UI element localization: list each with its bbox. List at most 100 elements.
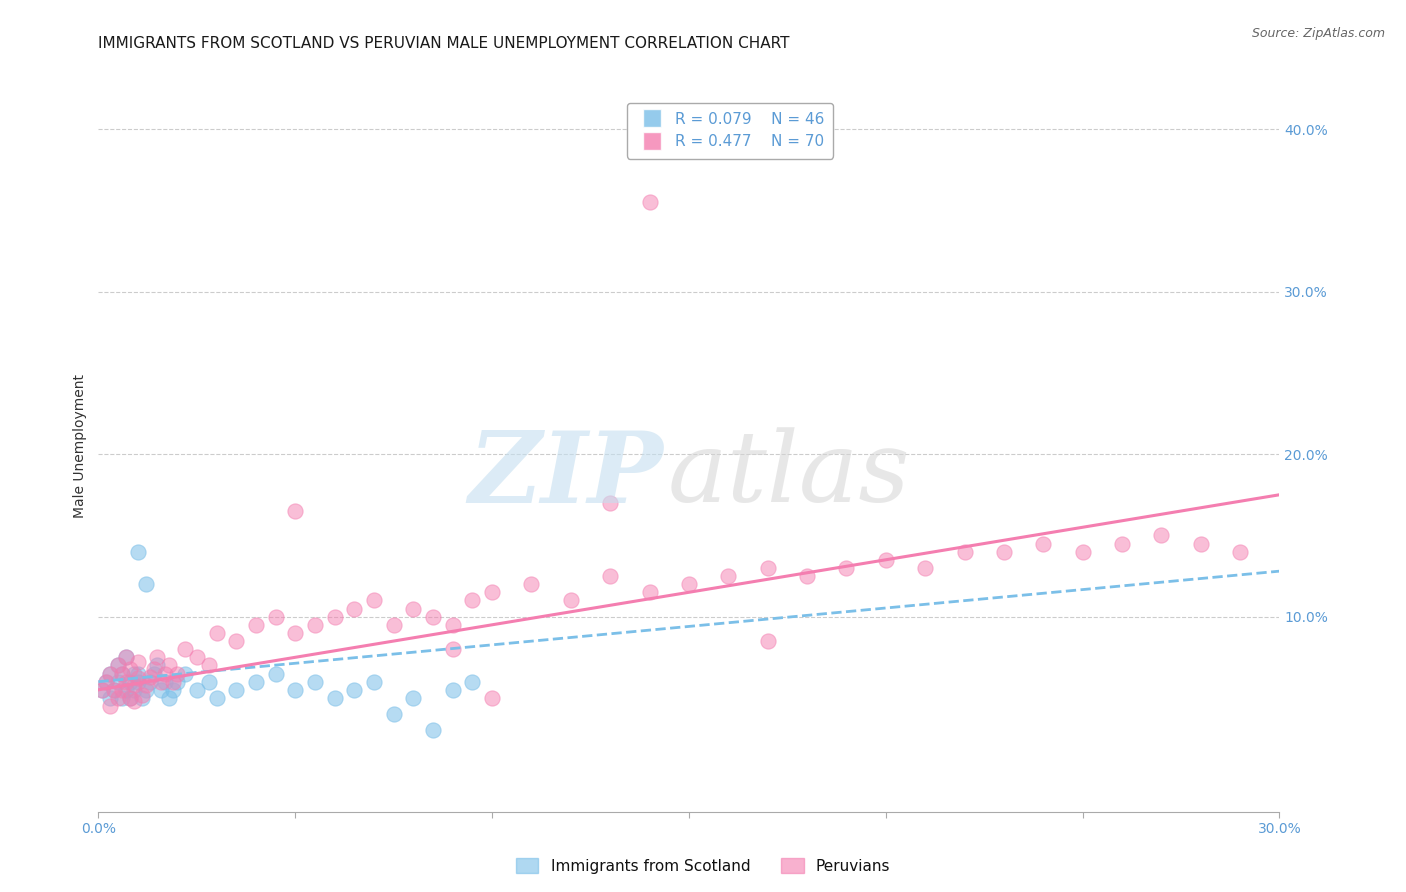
Point <box>264 666 287 681</box>
Point <box>115 682 138 697</box>
Point <box>138 674 160 689</box>
Point <box>115 650 138 665</box>
Point <box>98 666 121 681</box>
Point <box>197 658 219 673</box>
Point <box>796 569 818 583</box>
Point <box>205 626 228 640</box>
Point <box>402 601 425 615</box>
Point <box>1229 544 1251 558</box>
Point <box>91 682 114 697</box>
Point <box>118 674 141 689</box>
Point <box>107 658 129 673</box>
Point <box>127 666 149 681</box>
Point <box>599 569 621 583</box>
Point <box>135 577 157 591</box>
Point <box>107 674 129 689</box>
Point <box>284 626 307 640</box>
Legend: Immigrants from Scotland, Peruvians: Immigrants from Scotland, Peruvians <box>509 852 897 880</box>
Point <box>875 553 897 567</box>
Point <box>363 593 385 607</box>
Point <box>91 682 114 697</box>
Point <box>638 195 661 210</box>
Text: Source: ZipAtlas.com: Source: ZipAtlas.com <box>1251 27 1385 40</box>
Point <box>441 617 464 632</box>
Point <box>1071 544 1094 558</box>
Point <box>122 678 145 692</box>
Point <box>186 682 208 697</box>
Point <box>304 674 326 689</box>
Point <box>157 690 180 705</box>
Point <box>264 609 287 624</box>
Point <box>107 658 129 673</box>
Point <box>127 544 149 558</box>
Point <box>103 682 125 697</box>
Point <box>118 690 141 705</box>
Point <box>115 674 138 689</box>
Point <box>520 577 543 591</box>
Point <box>993 544 1015 558</box>
Point <box>914 561 936 575</box>
Point <box>155 674 177 689</box>
Point <box>422 723 444 738</box>
Point <box>441 642 464 657</box>
Point <box>96 674 118 689</box>
Point <box>205 690 228 705</box>
Point <box>166 666 188 681</box>
Point <box>441 682 464 697</box>
Point <box>142 666 165 681</box>
Text: atlas: atlas <box>668 427 911 523</box>
Point <box>225 682 247 697</box>
Point <box>323 609 346 624</box>
Point <box>135 678 157 692</box>
Point <box>96 674 118 689</box>
Point <box>127 655 149 669</box>
Point <box>835 561 858 575</box>
Text: ZIP: ZIP <box>468 427 664 524</box>
Point <box>461 674 484 689</box>
Point <box>111 666 134 681</box>
Point <box>174 666 197 681</box>
Point <box>599 496 621 510</box>
Point <box>150 674 173 689</box>
Point <box>323 690 346 705</box>
Point <box>560 593 582 607</box>
Point <box>284 504 307 518</box>
Point <box>162 682 184 697</box>
Point <box>111 690 134 705</box>
Point <box>284 682 307 697</box>
Point <box>304 617 326 632</box>
Point <box>678 577 700 591</box>
Point <box>118 662 141 676</box>
Point <box>343 601 366 615</box>
Point <box>98 699 121 714</box>
Point <box>1111 536 1133 550</box>
Point <box>756 561 779 575</box>
Point <box>162 674 184 689</box>
Point <box>245 617 267 632</box>
Point <box>174 642 197 657</box>
Point <box>245 674 267 689</box>
Point <box>166 674 188 689</box>
Point <box>111 682 134 697</box>
Point <box>953 544 976 558</box>
Point <box>197 674 219 689</box>
Point <box>111 666 134 681</box>
Point <box>138 670 160 684</box>
Point <box>122 694 145 708</box>
Point <box>1032 536 1054 550</box>
Y-axis label: Male Unemployment: Male Unemployment <box>73 374 87 518</box>
Point <box>481 585 503 599</box>
Point <box>186 650 208 665</box>
Point <box>118 690 141 705</box>
Point <box>382 617 405 632</box>
Point <box>422 609 444 624</box>
Point <box>98 690 121 705</box>
Point <box>107 690 129 705</box>
Legend: R = 0.079    N = 46, R = 0.477    N = 70: R = 0.079 N = 46, R = 0.477 N = 70 <box>627 103 834 159</box>
Point <box>1189 536 1212 550</box>
Point <box>131 690 153 705</box>
Point <box>146 658 169 673</box>
Point <box>146 650 169 665</box>
Point <box>127 672 149 686</box>
Point <box>481 690 503 705</box>
